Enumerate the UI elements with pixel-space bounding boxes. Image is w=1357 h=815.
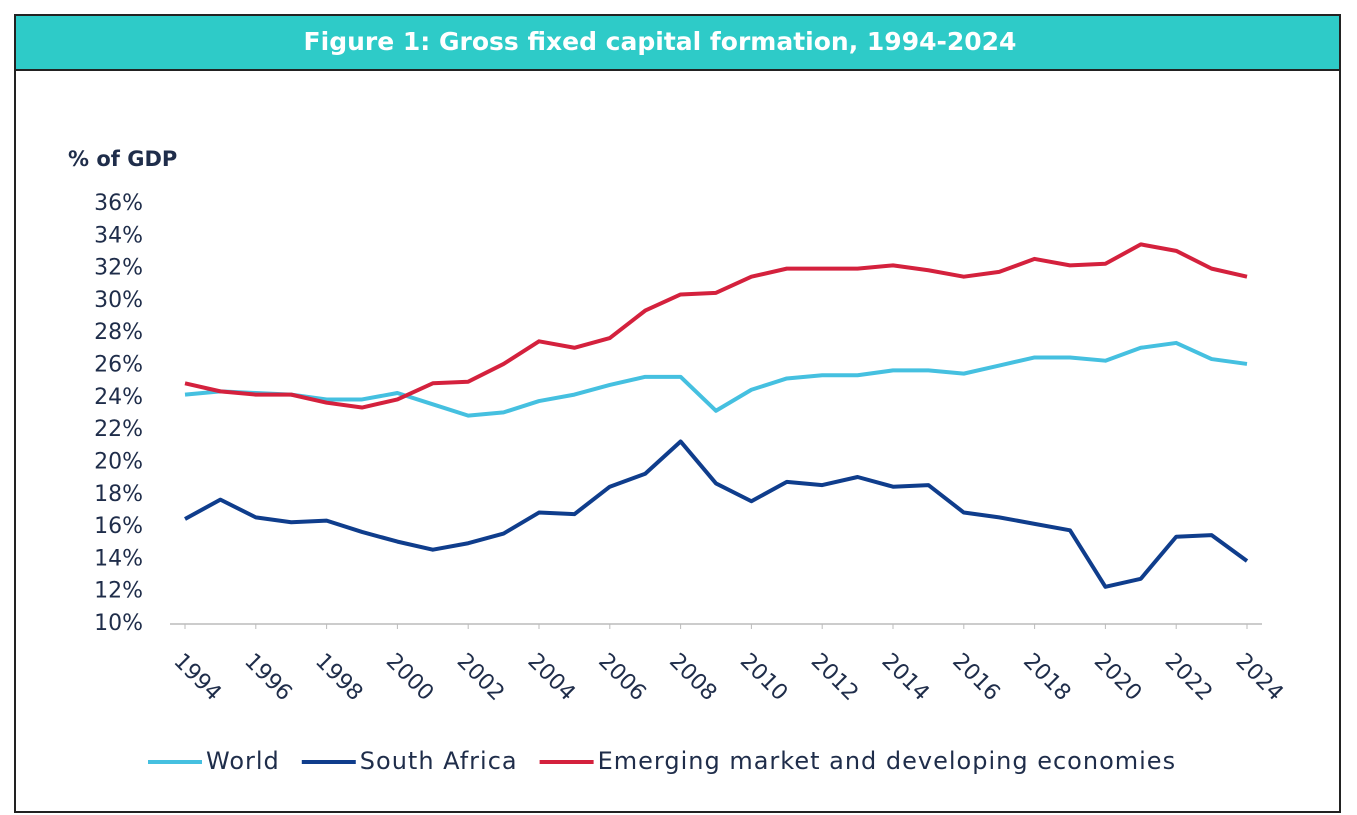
y-tick-label: 12%	[94, 579, 143, 604]
y-tick-label: 18%	[94, 482, 143, 507]
y-tick-label: 28%	[94, 320, 143, 345]
y-tick-label: 16%	[94, 514, 143, 539]
y-tick-label: 26%	[94, 353, 143, 378]
y-tick-label: 10%	[94, 611, 143, 636]
series-line	[184, 340, 1248, 418]
legend-label: South Africa	[360, 747, 518, 775]
y-tick-label: 14%	[94, 546, 143, 571]
series-line	[184, 439, 1249, 589]
frame	[14, 14, 1341, 813]
header	[14, 14, 1341, 71]
y-tick-label: 20%	[94, 449, 143, 474]
y-tick-label: 36%	[94, 191, 143, 216]
y-tick-label: 34%	[94, 223, 143, 248]
y-tick-label: 30%	[94, 288, 143, 313]
legend-label: World	[206, 747, 280, 775]
y-tick-label: 24%	[94, 385, 143, 410]
y-tick-label: 32%	[94, 256, 143, 281]
y-tick-label: 22%	[94, 417, 143, 442]
y-axis-label: % of GDP	[68, 147, 177, 171]
series-line	[184, 242, 1248, 410]
chart-title: Figure 1: Gross fixed capital formation,…	[304, 27, 1017, 56]
legend-label: Emerging market and developing economies	[598, 747, 1176, 775]
